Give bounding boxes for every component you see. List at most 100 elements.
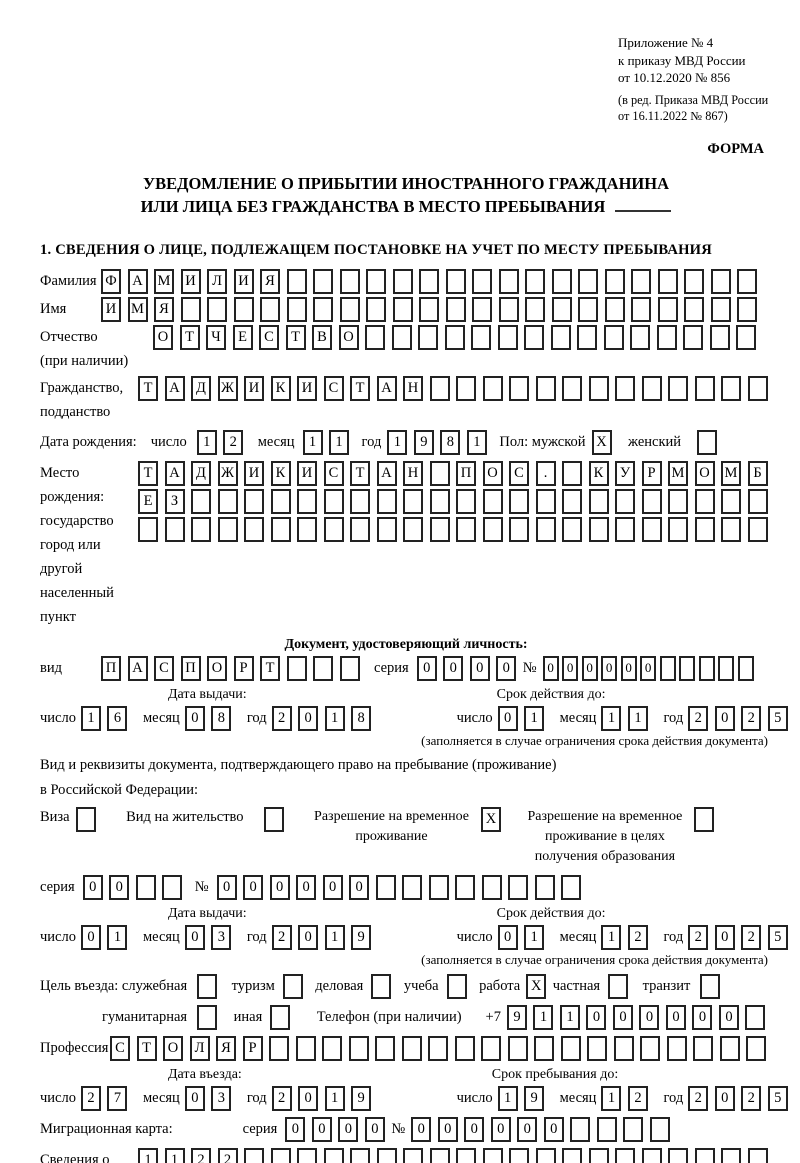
char-cell[interactable] bbox=[270, 488, 291, 514]
char-cell[interactable]: 0 bbox=[692, 1004, 713, 1030]
char-cell[interactable]: К bbox=[270, 375, 291, 401]
char-cell[interactable] bbox=[535, 1147, 556, 1163]
char-cell[interactable]: 1 bbox=[524, 924, 545, 950]
char-cell[interactable] bbox=[657, 268, 678, 294]
char-cell[interactable] bbox=[471, 324, 491, 350]
char-cell[interactable]: 1 bbox=[196, 429, 217, 455]
char-cell[interactable] bbox=[207, 296, 227, 322]
char-cell[interactable] bbox=[615, 488, 635, 514]
char-cell[interactable] bbox=[596, 1116, 617, 1142]
char-cell[interactable]: Ф bbox=[101, 268, 121, 294]
char-cell[interactable]: П bbox=[180, 655, 201, 681]
char-cell[interactable] bbox=[498, 268, 519, 294]
char-cell[interactable]: Ч bbox=[206, 324, 226, 350]
char-cell[interactable] bbox=[297, 516, 317, 542]
char-cell[interactable]: 2 bbox=[217, 1147, 238, 1163]
char-cell[interactable] bbox=[366, 268, 386, 294]
char-cell[interactable]: Д bbox=[191, 375, 211, 401]
char-cell[interactable] bbox=[668, 488, 688, 514]
char-cell[interactable] bbox=[736, 324, 756, 350]
char-cell[interactable] bbox=[191, 516, 211, 542]
char-cell[interactable]: М bbox=[721, 460, 741, 486]
char-cell[interactable]: 2 bbox=[271, 705, 292, 731]
char-cell[interactable]: 0 bbox=[443, 655, 464, 681]
char-cell[interactable]: М bbox=[127, 296, 148, 322]
char-cell[interactable] bbox=[392, 268, 413, 294]
char-cell[interactable] bbox=[371, 973, 392, 999]
char-cell[interactable] bbox=[286, 655, 307, 681]
char-cell[interactable] bbox=[509, 1147, 529, 1163]
char-cell[interactable] bbox=[482, 516, 503, 542]
char-cell[interactable]: . bbox=[535, 460, 556, 486]
char-cell[interactable]: О bbox=[153, 324, 173, 350]
char-cell[interactable]: А bbox=[376, 460, 397, 486]
char-cell[interactable] bbox=[721, 375, 741, 401]
char-cell[interactable] bbox=[217, 488, 238, 514]
char-cell[interactable] bbox=[562, 516, 582, 542]
char-cell[interactable] bbox=[403, 488, 423, 514]
char-cell[interactable] bbox=[270, 1147, 291, 1163]
char-cell[interactable] bbox=[508, 874, 529, 900]
char-cell[interactable] bbox=[164, 516, 185, 542]
char-cell[interactable] bbox=[313, 655, 333, 681]
char-cell[interactable] bbox=[551, 296, 572, 322]
char-cell[interactable]: Ж bbox=[217, 460, 238, 486]
char-cell[interactable] bbox=[403, 516, 423, 542]
char-cell[interactable]: 0 bbox=[665, 1004, 686, 1030]
char-cell[interactable] bbox=[456, 375, 476, 401]
char-cell[interactable]: 0 bbox=[364, 1116, 385, 1142]
char-cell[interactable] bbox=[138, 516, 158, 542]
purpose-private-checkbox[interactable] bbox=[608, 973, 635, 999]
purpose-work-checkbox[interactable]: X bbox=[526, 973, 553, 999]
char-cell[interactable]: 1 bbox=[387, 429, 408, 455]
char-cell[interactable] bbox=[747, 1147, 768, 1163]
char-cell[interactable]: 0 bbox=[640, 655, 657, 681]
char-cell[interactable] bbox=[640, 1035, 660, 1061]
char-cell[interactable]: О bbox=[338, 324, 359, 350]
char-cell[interactable]: 1 bbox=[533, 1004, 554, 1030]
char-cell[interactable] bbox=[472, 268, 492, 294]
char-cell[interactable]: 2 bbox=[271, 924, 292, 950]
char-cell[interactable] bbox=[641, 375, 662, 401]
char-cell[interactable]: Я bbox=[216, 1035, 236, 1061]
char-cell[interactable] bbox=[535, 488, 556, 514]
char-cell[interactable]: 0 bbox=[497, 924, 518, 950]
char-cell[interactable] bbox=[561, 874, 582, 900]
char-cell[interactable]: У bbox=[615, 460, 635, 486]
char-cell[interactable]: 2 bbox=[688, 1085, 709, 1111]
char-cell[interactable] bbox=[578, 268, 598, 294]
char-cell[interactable] bbox=[456, 488, 476, 514]
char-cell[interactable] bbox=[657, 296, 678, 322]
char-cell[interactable] bbox=[697, 429, 718, 455]
char-cell[interactable] bbox=[718, 655, 735, 681]
char-cell[interactable] bbox=[709, 324, 730, 350]
char-cell[interactable]: М bbox=[154, 268, 174, 294]
char-cell[interactable] bbox=[535, 516, 556, 542]
char-cell[interactable] bbox=[481, 874, 502, 900]
char-cell[interactable] bbox=[376, 488, 397, 514]
char-cell[interactable] bbox=[295, 1035, 316, 1061]
char-cell[interactable]: 0 bbox=[269, 874, 290, 900]
sex-female-checkbox[interactable] bbox=[697, 429, 724, 455]
char-cell[interactable] bbox=[446, 973, 467, 999]
char-cell[interactable]: Я bbox=[260, 268, 280, 294]
char-cell[interactable]: 1 bbox=[601, 1085, 622, 1111]
char-cell[interactable]: Т bbox=[350, 375, 370, 401]
char-cell[interactable] bbox=[403, 1147, 423, 1163]
char-cell[interactable] bbox=[481, 1035, 501, 1061]
char-cell[interactable]: К bbox=[270, 460, 291, 486]
char-cell[interactable] bbox=[641, 1147, 662, 1163]
char-cell[interactable]: 1 bbox=[164, 1147, 185, 1163]
char-cell[interactable]: 0 bbox=[322, 874, 343, 900]
char-cell[interactable]: 8 bbox=[440, 429, 461, 455]
char-cell[interactable]: Т bbox=[285, 324, 306, 350]
